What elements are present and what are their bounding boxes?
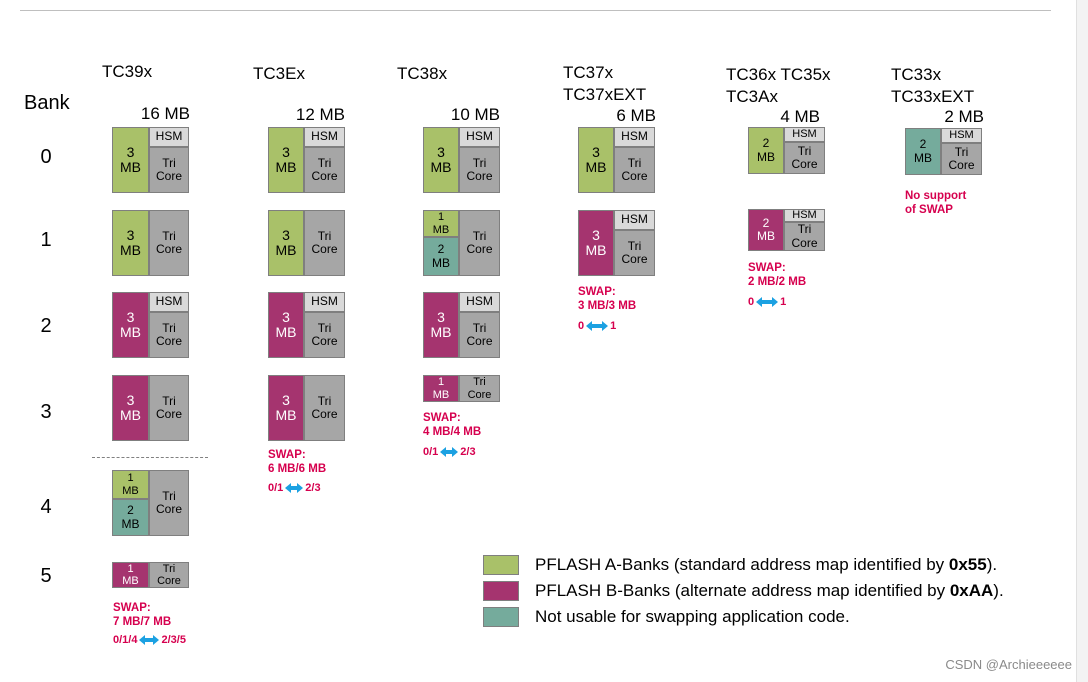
tc39x-bank2-hsm: HSM [149,292,189,312]
tc37x-bank0-tricore: Tri Core [614,147,655,193]
tc39x-bank0-a-block: 3 MB [112,127,149,193]
watermark: CSDN @Archieeeeee [945,657,1072,672]
tc39x-bank0-hsm: HSM [149,127,189,147]
swap-arrow-icon [756,297,779,307]
family-name-tc33xext: TC33xEXT [891,87,975,106]
legend-b-bank-swatch [483,581,519,601]
bank-number-0: 0 [40,146,52,168]
family-size-tc37x: 6 MB [616,106,656,125]
tc38x-bank3-tricore: Tri Core [459,375,500,402]
bank-number-3: 3 [40,401,52,423]
tc3ex-bank3-b-block: 3 MB [268,375,304,441]
tc36x-bank1-hsm: HSM [784,209,825,222]
tc38x-bank2-hsm: HSM [459,292,500,312]
tc38x-bank0-a-block: 3 MB [423,127,459,193]
family-name-tc37xext: TC37xEXT [563,85,647,104]
tc39x-bank2-b-block: 3 MB [112,292,149,358]
family-name-tc37x: TC37x [563,63,614,82]
tc37x-swap-map: 0 1 [578,320,617,332]
tc33x-no-swap-note: No support of SWAP [905,190,967,216]
legend-unusable-text: Not usable for swapping application code… [535,607,850,626]
tc38x-bank2-tricore: Tri Core [459,312,500,358]
tc36x-swap-map: 0 1 [748,296,787,308]
tc37x-bank1-hsm: HSM [614,210,655,230]
family-name-tc3ex: TC3Ex [253,64,305,83]
tc36x-bank0-tricore: Tri Core [784,142,825,174]
tc39x-bank4-unusable-block: 2 MB [112,499,149,536]
swap-arrow-icon [285,483,304,493]
tc39x-bank1-a-block: 3 MB [112,210,149,276]
family-size-tc36x: 4 MB [780,107,820,126]
tc36x-bank1-tricore: Tri Core [784,222,825,251]
tc38x-bank1-unusable-block: 2 MB [423,237,459,276]
tc38x-swap-note: SWAP: 4 MB/4 MB [423,412,482,438]
tc38x-bank1-a-block: 1 MB [423,210,459,237]
tc37x-bank1-tricore: Tri Core [614,230,655,276]
tc39x-bank5-tricore: Tri Core [149,562,189,588]
tc3ex-bank3-tricore: Tri Core [304,375,345,441]
tc36x-bank0-a-block: 2 MB [748,127,784,174]
family-name-tc33x: TC33x [891,65,942,84]
bank-number-1: 1 [40,229,52,251]
bank-number-4: 4 [40,496,52,518]
tc39x-bank4-tricore: Tri Core [149,470,189,536]
tc39x-bank3-tricore: Tri Core [149,375,189,441]
bank-separator-dashed [92,457,208,458]
scrollbar-track[interactable] [1076,0,1088,682]
tc38x-swap-map: 0/1 2/3 [423,446,476,458]
tc37x-bank0-a-block: 3 MB [578,127,614,193]
tc38x-bank1-tricore: Tri Core [459,210,500,276]
tc39x-bank0-tricore: Tri Core [149,147,189,193]
tc3ex-bank1-a-block: 3 MB [268,210,304,276]
tc33x-bank0-hsm: HSM [941,128,982,143]
family-size-tc39x: 16 MB [140,104,190,123]
tc38x-bank2-b-block: 3 MB [423,292,459,358]
tc39x-swap-map: 0/1/4 2/3/5 [113,634,186,646]
family-name-tc39x: TC39x [102,62,153,81]
tc3ex-bank2-b-block: 3 MB [268,292,304,358]
top-divider [20,10,1051,11]
tc39x-bank1-tricore: Tri Core [149,210,189,276]
legend-unusable-swatch [483,607,519,627]
family-size-tc38x: 10 MB [450,105,500,124]
bank-number-2: 2 [40,315,52,337]
tc39x-swap-note: SWAP: 7 MB/7 MB [113,602,172,628]
legend-b-bank-text: PFLASH B-Banks (alternate address map id… [535,581,1004,600]
tc39x-bank5-b-block: 1 MB [112,562,149,588]
tc38x-bank0-hsm: HSM [459,127,500,147]
swap-arrow-icon [139,635,160,645]
family-name-tc38x: TC38x [397,64,448,83]
swap-arrow-icon [440,447,459,457]
tc3ex-swap-map: 0/1 2/3 [268,482,321,494]
bank-axis-label: Bank [24,92,70,114]
tc37x-bank1-b-block: 3 MB [578,210,614,276]
family-name-tc36x-tc35x: TC36x TC35x [726,65,831,84]
tc3ex-bank2-tricore: Tri Core [304,312,345,358]
legend-a-bank-swatch [483,555,519,575]
tc3ex-bank1-tricore: Tri Core [304,210,345,276]
tc33x-bank0-unusable-block: 2 MB [905,128,941,175]
tc36x-swap-note: SWAP: 2 MB/2 MB [748,262,807,288]
tc3ex-bank2-hsm: HSM [304,292,345,312]
family-size-tc33x: 2 MB [944,107,984,126]
bank-number-5: 5 [40,565,52,587]
tc36x-bank1-b-block: 2 MB [748,209,784,251]
tc39x-bank2-tricore: Tri Core [149,312,189,358]
tc3ex-bank0-a-block: 3 MB [268,127,304,193]
tc39x-bank4-a-block: 1 MB [112,470,149,499]
swap-arrow-icon [586,321,609,331]
tc33x-bank0-tricore: Tri Core [941,143,982,175]
tc36x-bank0-hsm: HSM [784,127,825,142]
tc3ex-bank0-tricore: Tri Core [304,147,345,193]
tc38x-bank0-tricore: Tri Core [459,147,500,193]
family-size-tc3ex: 12 MB [295,105,345,124]
tc37x-swap-note: SWAP: 3 MB/3 MB [578,286,637,312]
tc38x-bank3-b-block: 1 MB [423,375,459,402]
tc39x-bank3-b-block: 3 MB [112,375,149,441]
legend-a-bank-text: PFLASH A-Banks (standard address map ide… [535,555,998,574]
tc3ex-swap-note: SWAP: 6 MB/6 MB [268,449,327,475]
tc3ex-bank0-hsm: HSM [304,127,345,147]
family-name-tc3ax: TC3Ax [726,87,778,106]
tc37x-bank0-hsm: HSM [614,127,655,147]
